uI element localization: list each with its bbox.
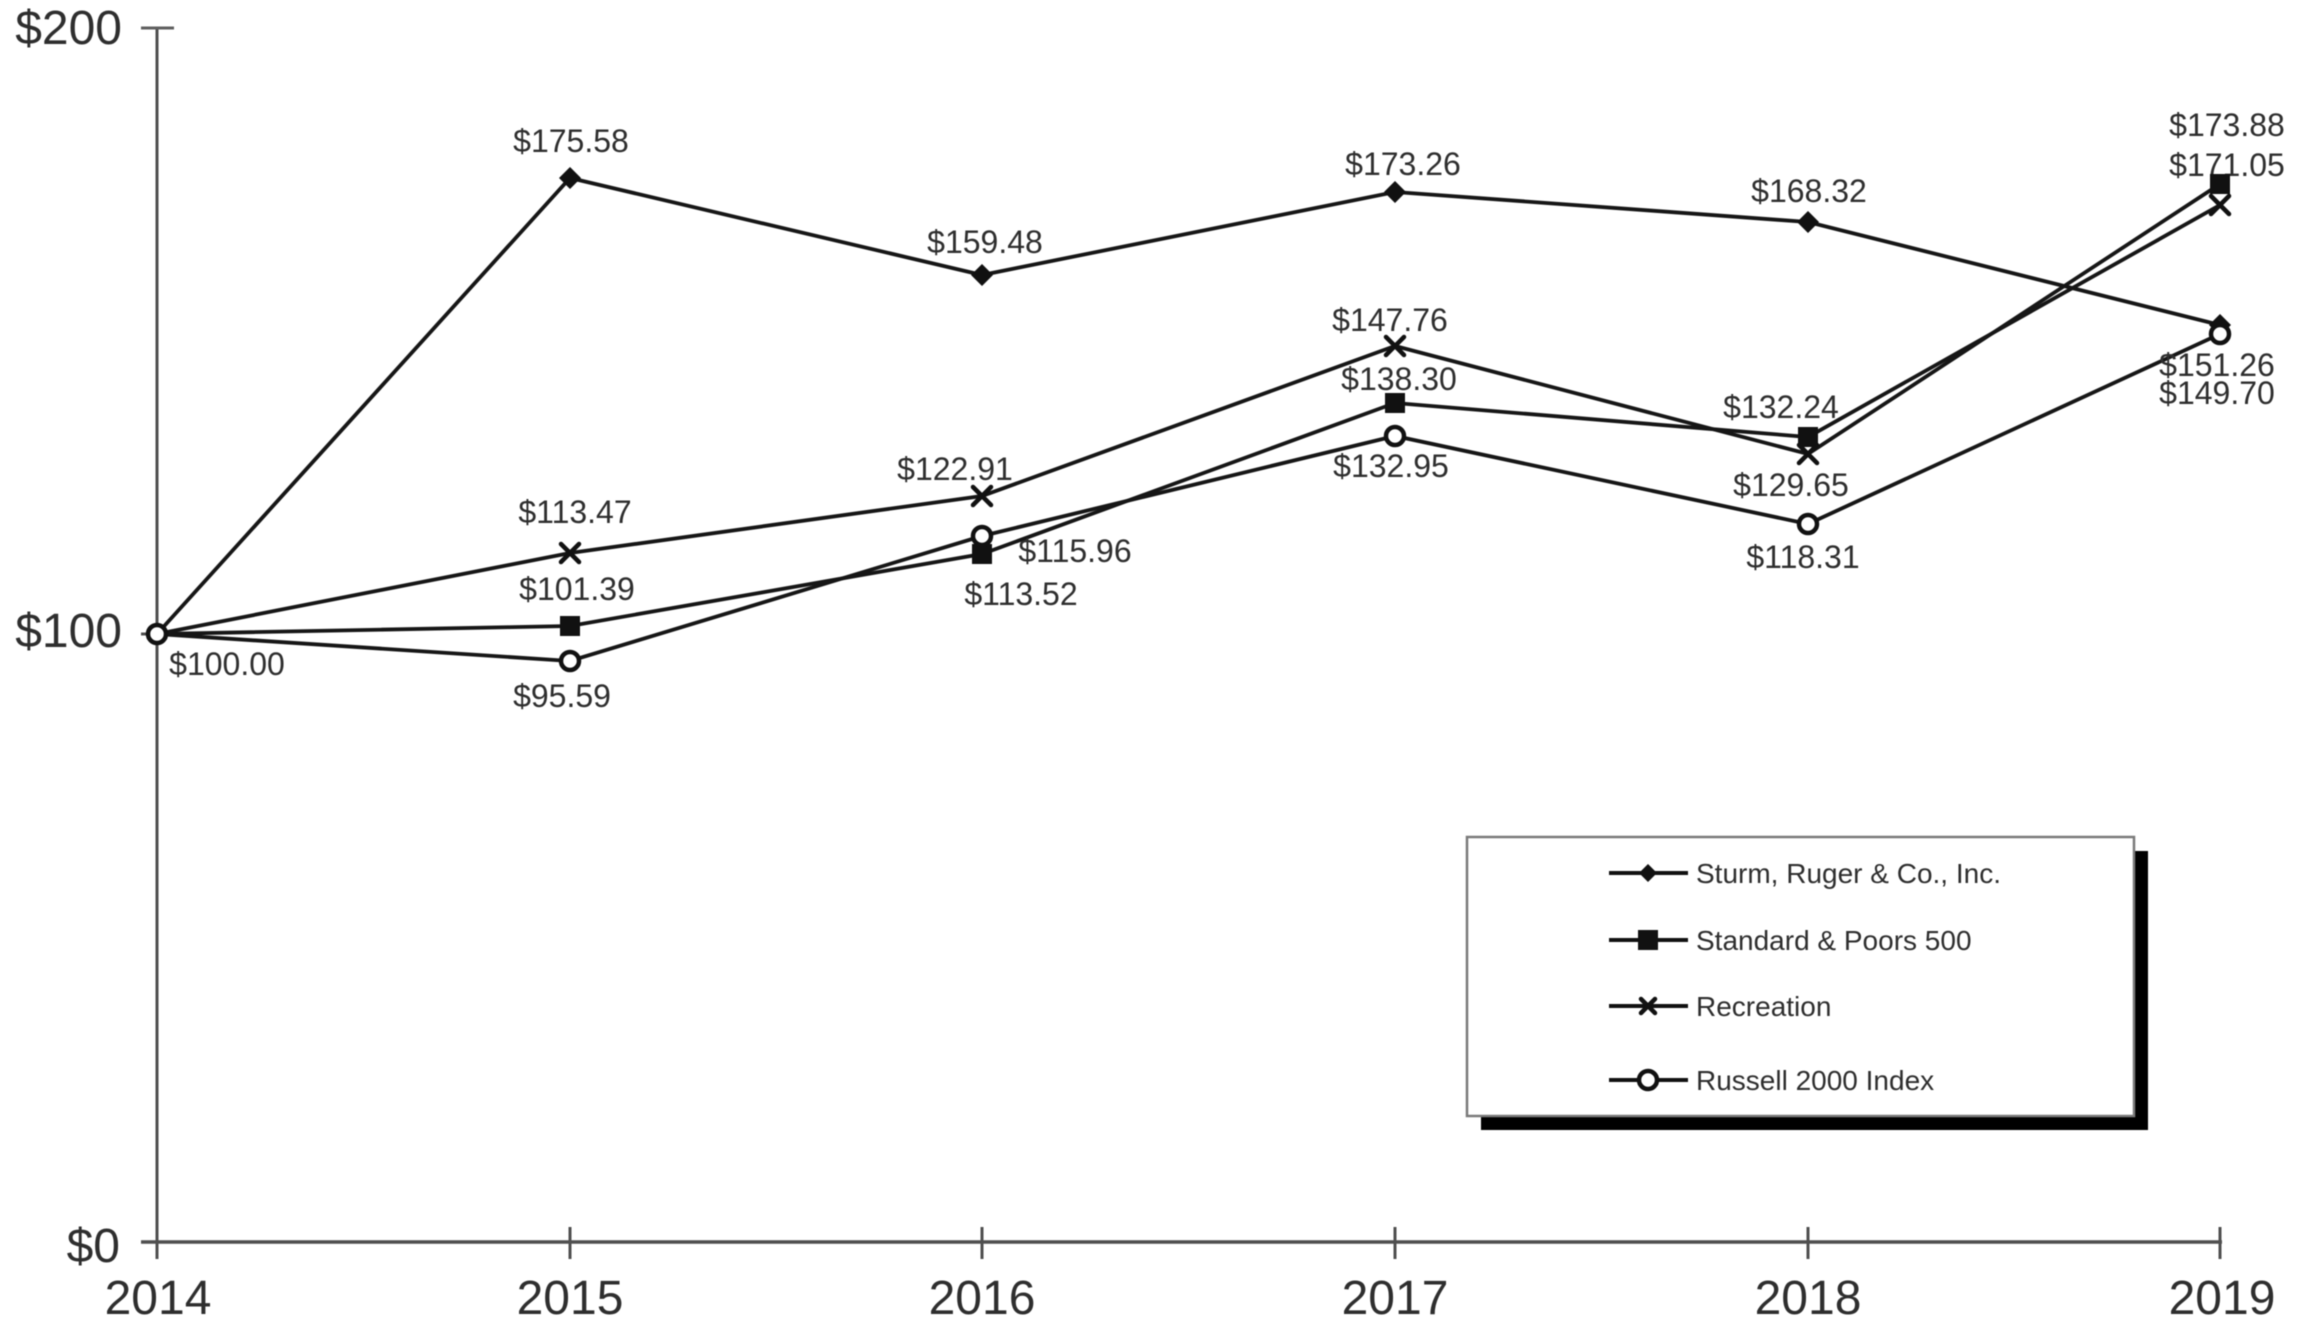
svg-text:$101.39: $101.39: [519, 571, 635, 607]
svg-text:$113.47: $113.47: [518, 494, 631, 530]
svg-text:Sturm, Ruger & Co., Inc.: Sturm, Ruger & Co., Inc.: [1696, 858, 2001, 889]
svg-text:$175.58: $175.58: [513, 123, 629, 159]
svg-text:$122.91: $122.91: [897, 451, 1013, 487]
svg-text:2017: 2017: [1342, 1272, 1449, 1325]
svg-text:$200: $200: [15, 2, 122, 55]
svg-text:2016: 2016: [929, 1272, 1036, 1325]
svg-text:2019: 2019: [2169, 1272, 2276, 1325]
svg-text:Recreation: Recreation: [1696, 991, 1831, 1022]
svg-text:Russell 2000 Index: Russell 2000 Index: [1696, 1065, 1934, 1096]
svg-text:$115.96: $115.96: [1018, 533, 1131, 569]
svg-text:$132.95: $132.95: [1333, 448, 1449, 484]
svg-text:$129.65: $129.65: [1733, 467, 1849, 503]
svg-text:$173.26: $173.26: [1345, 146, 1461, 182]
svg-text:$147.76: $147.76: [1332, 302, 1448, 338]
svg-text:$149.70: $149.70: [2159, 375, 2275, 411]
svg-text:$138.30: $138.30: [1341, 361, 1457, 397]
svg-text:$173.88: $173.88: [2169, 107, 2285, 143]
svg-text:$132.24: $132.24: [1723, 389, 1839, 425]
svg-text:$113.52: $113.52: [964, 576, 1077, 612]
svg-text:$95.59: $95.59: [513, 678, 611, 714]
svg-text:$118.31: $118.31: [1746, 539, 1859, 575]
svg-text:2015: 2015: [517, 1272, 624, 1325]
svg-text:2018: 2018: [1755, 1272, 1862, 1325]
svg-text:$159.48: $159.48: [927, 224, 1043, 260]
svg-text:Standard & Poors 500: Standard & Poors 500: [1696, 925, 1972, 956]
svg-text:$100: $100: [15, 605, 122, 658]
svg-text:$100.00: $100.00: [169, 646, 285, 682]
svg-text:$151.26: $151.26: [2159, 347, 2275, 383]
svg-text:2014: 2014: [105, 1272, 212, 1325]
svg-text:$0: $0: [67, 1220, 120, 1273]
svg-text:$168.32: $168.32: [1751, 173, 1867, 209]
